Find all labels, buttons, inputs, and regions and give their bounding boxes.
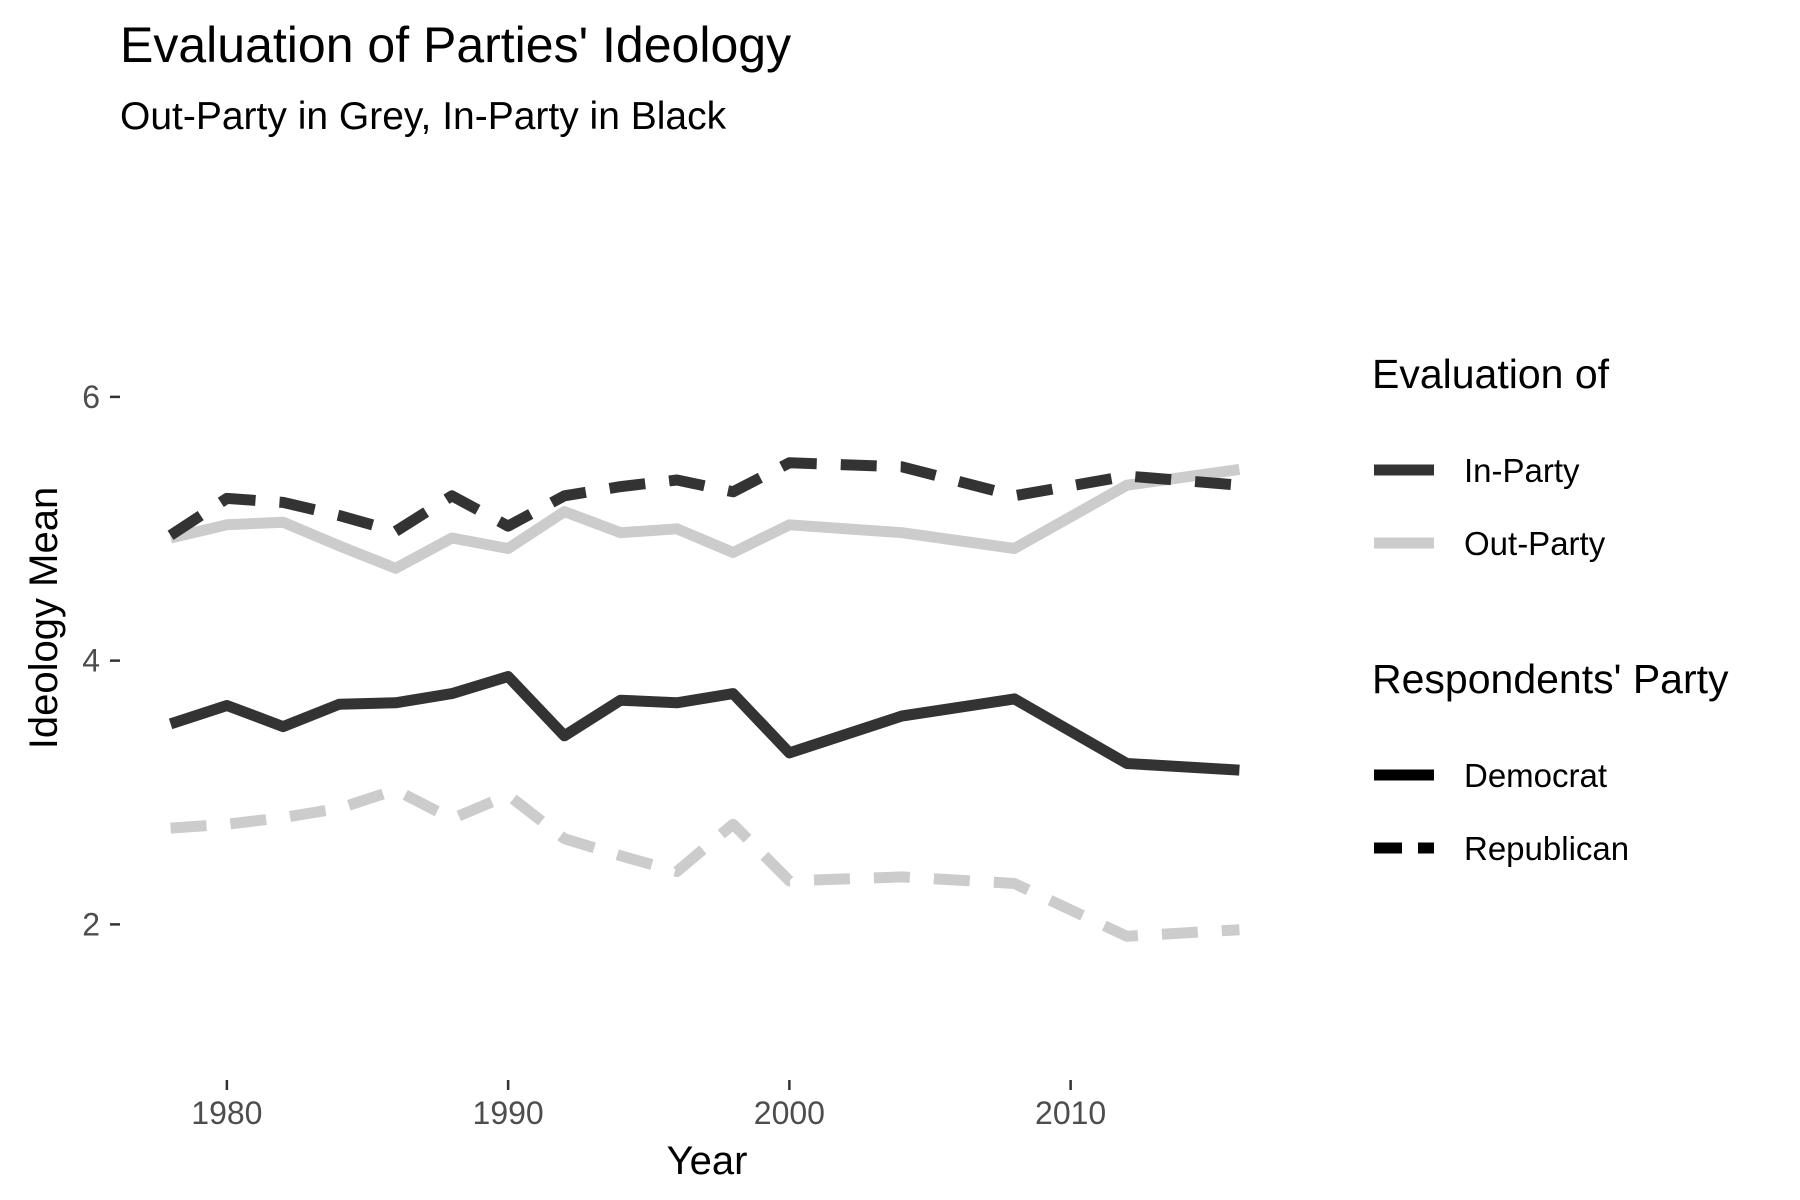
series-line-in-party-democrat bbox=[168, 671, 1240, 776]
y-axis: 2 4 6 bbox=[82, 379, 120, 942]
series-line-in-party-republican bbox=[167, 457, 1240, 540]
x-axis: 1980 1990 2000 2010 bbox=[191, 1080, 1106, 1131]
y-tick-label: 4 bbox=[82, 643, 100, 679]
x-tick-label: 2000 bbox=[754, 1095, 825, 1131]
y-tick-label: 6 bbox=[82, 379, 100, 415]
chart-title: Evaluation of Parties' Ideology bbox=[120, 17, 791, 73]
y-axis-title: Ideology Mean bbox=[22, 487, 66, 749]
legend-title: Evaluation of bbox=[1372, 351, 1610, 397]
legend-label: Democrat bbox=[1464, 757, 1607, 794]
series-lines bbox=[167, 457, 1241, 942]
x-axis-title: Year bbox=[667, 1139, 748, 1183]
chart-subtitle: Out-Party in Grey, In-Party in Black bbox=[120, 95, 727, 138]
legend-label: In-Party bbox=[1464, 452, 1580, 489]
x-tick-label: 1980 bbox=[191, 1095, 262, 1131]
x-tick-label: 2010 bbox=[1035, 1095, 1106, 1131]
y-tick-label: 2 bbox=[82, 906, 100, 942]
legend-label: Out-Party bbox=[1464, 525, 1606, 562]
legend: Evaluation of In-Party Out-Party Respondent… bbox=[1372, 351, 1729, 867]
series-line-out-party-republican bbox=[170, 784, 1240, 942]
legend-title: Respondents' Party bbox=[1372, 656, 1729, 702]
series-line-out-party-democrat bbox=[169, 463, 1241, 574]
x-tick-label: 1990 bbox=[473, 1095, 544, 1131]
legend-label: Republican bbox=[1464, 830, 1629, 867]
